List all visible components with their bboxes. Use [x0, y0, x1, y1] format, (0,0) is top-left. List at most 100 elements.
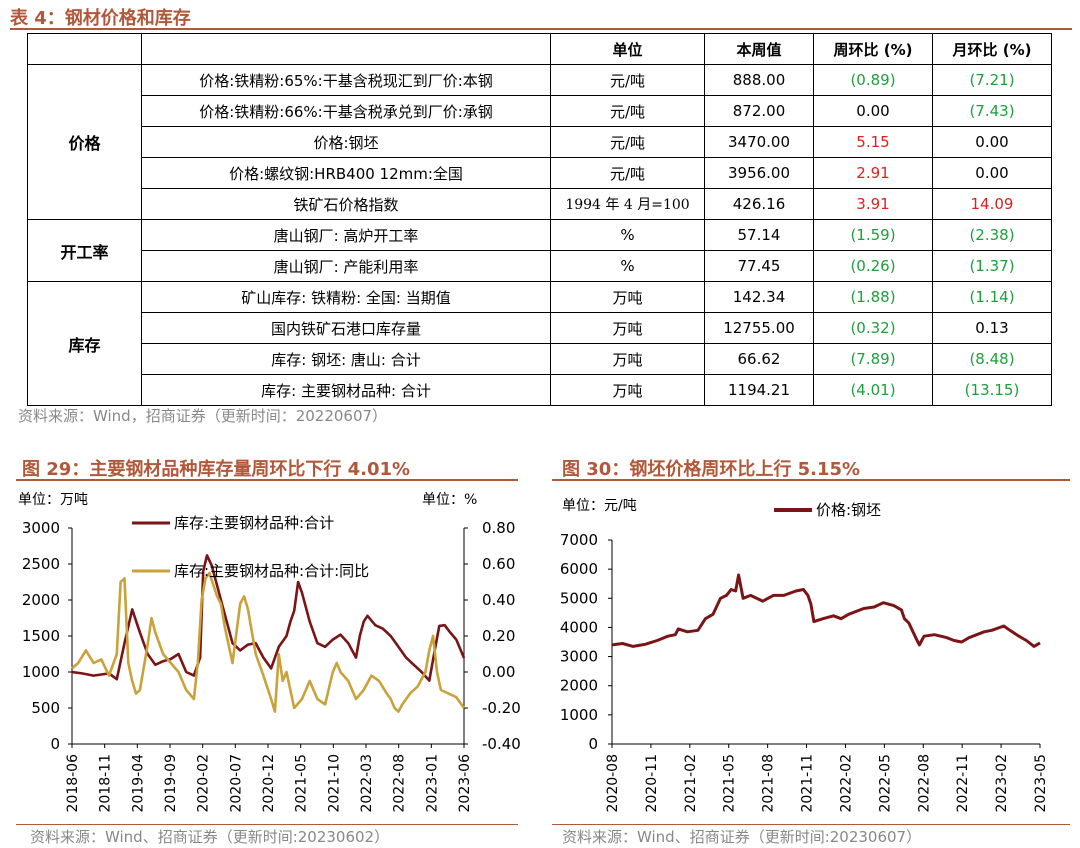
table-mom-cell: 0.00 [932, 157, 1052, 189]
chart29-x-tick-label: 2021-05 [294, 754, 310, 813]
table-value-cell: 66.62 [704, 343, 814, 375]
chart29-legend-label: 库存:主要钢材品种:合计 [174, 514, 334, 532]
chart29-y2-tick-label: 0.40 [482, 591, 515, 609]
table-row: 库存: 主要钢材品种: 合计 万吨 1194.21 (4.01) (13.15) [28, 374, 1052, 406]
table-wow-cell: 5.15 [813, 126, 933, 158]
chart30-x-tick-label: 2021-02 [683, 754, 699, 813]
table-group-label: 库存 [27, 281, 142, 406]
chart30-billet-price-line-chart: 单位：元/吨 0 1000 2000 3000 4000 5000 6000 7000 2020-… [560, 498, 1049, 813]
steel-price-inventory-table: 单位 本周值 周环比 (%) 月环比 (%) 价格 价格:铁精粉:65%:干基含税现汇到厂… [27, 33, 1052, 406]
chart29-x-tick-label: 2023-01 [424, 754, 440, 813]
chart30-y-tick-label: 0 [588, 735, 598, 753]
table-value-cell: 3956.00 [704, 157, 814, 189]
table-wow-cell: 2.91 [813, 157, 933, 189]
chart29-y2-tick-label: 0.60 [482, 555, 515, 573]
table-item-cell: 矿山库存: 铁精粉: 全国: 当期值 [141, 281, 551, 313]
table-header-row: 单位 本周值 周环比 (%) 月环比 (%) [27, 33, 1052, 65]
table-item-cell: 铁矿石价格指数 [141, 188, 551, 220]
table-unit-cell: 万吨 [550, 281, 705, 313]
chart29-y-tick-label: 1000 [22, 663, 60, 681]
chart29-y-tick-label: 500 [31, 699, 60, 717]
table-wow-cell: (0.26) [813, 250, 933, 282]
chart29-x-tick-label: 2019-09 [163, 754, 179, 813]
table-header-cell: 单位 [550, 33, 705, 65]
table-title: 表 4：钢材价格和库存 [10, 8, 191, 29]
chart29-inventory-line-chart: 单位：万吨 单位：% 0 500 1000 1500 2000 2500 3000 -0.40 -0… [18, 492, 521, 813]
chart30-left-unit: 单位：元/吨 [562, 498, 637, 514]
table-row: 库存 矿山库存: 铁精粉: 全国: 当期值 万吨 142.34 (1.88) (1.14) [27, 281, 1052, 406]
table-mom-cell: (13.15) [932, 374, 1052, 406]
chart29-y2-tick-label: 0.00 [482, 663, 515, 681]
table-header-cell: 本周值 [704, 33, 814, 65]
table-value-cell: 1194.21 [704, 374, 814, 406]
table-row: 唐山钢厂: 产能利用率% 77.45 (0.26) (1.37) [28, 250, 1052, 282]
chart29-x-tick-label: 2023-06 [457, 754, 473, 813]
chart30-x-tick-label: 2022-05 [877, 754, 893, 813]
table-group-label: 价格 [27, 64, 142, 220]
table-unit-cell: 元/吨 [550, 126, 705, 158]
chart29-right-unit: 单位：% [422, 492, 477, 508]
table-unit-cell: 元/吨 [550, 64, 705, 96]
chart30-y-tick-label: 6000 [560, 560, 598, 578]
table-wow-cell: (0.89) [813, 64, 933, 96]
table-header-cell: 周环比 (%) [813, 33, 933, 65]
chart30-x-tick-label: 2022-08 [916, 754, 932, 813]
table-row: 国内铁矿石港口库存量 万吨 12755.00 (0.32) 0.13 [28, 312, 1052, 344]
chart30-x-tick-label: 2020-11 [644, 754, 660, 813]
table-row: 铁矿石价格指数 1994 年 4 月=100 426.16 3.91 14.09 [28, 188, 1052, 220]
chart30-x-tick-label: 2023-02 [994, 754, 1010, 813]
table-value-cell: 888.00 [704, 64, 814, 96]
table-item-cell: 库存: 主要钢材品种: 合计 [141, 374, 551, 406]
table-item-cell: 价格:铁精粉:65%:干基含税现汇到厂价:本钢 [141, 64, 551, 96]
chart30-y-tick-label: 7000 [560, 531, 598, 549]
table-row: 开工率 唐山钢厂: 高炉开工率% 57.14 (1.59) (2.38) [27, 219, 1052, 282]
table-item-cell: 库存: 钢坯: 唐山: 合计 [141, 343, 551, 375]
table-unit-cell: % [550, 219, 705, 251]
chart29-source: 资料来源：Wind、招商证券（更新时间:20230602） [30, 828, 390, 846]
chart29-x-tick-label: 2022-08 [392, 754, 408, 813]
chart29-y2-tick-label: -0.40 [482, 735, 521, 753]
chart29-title-rule [16, 479, 518, 481]
table-mom-cell: (1.37) [932, 250, 1052, 282]
table-value-cell: 77.45 [704, 250, 814, 282]
table-wow-cell: (1.88) [813, 281, 933, 313]
table-unit-cell: % [550, 250, 705, 282]
table-source: 资料来源：Wind，招商证券（更新时间：20220607） [18, 407, 388, 425]
table-row: 价格:螺纹钢:HRB400 12mm:全国 元/吨 3956.00 2.91 0.00 [28, 157, 1052, 189]
chart30-x-tick-label: 2022-11 [955, 754, 971, 813]
table-group-label: 开工率 [27, 219, 142, 282]
chart29-y-tick-label: 3000 [22, 519, 60, 537]
table-row: 库存: 钢坯: 唐山: 合计 万吨 66.62 (7.89) (8.48) [28, 343, 1052, 375]
table-row: 价格:铁精粉:66%:干基含税承兑到厂价:承钢 元/吨 872.00 0.00 (7.4… [28, 95, 1052, 127]
chart30-x-tick-label: 2021-08 [761, 754, 777, 813]
table-unit-cell: 元/吨 [550, 95, 705, 127]
table-value-cell: 12755.00 [704, 312, 814, 344]
chart29-y-tick-label: 1500 [22, 627, 60, 645]
chart30-source: 资料来源：Wind、招商证券（更新时间:20230607） [562, 828, 922, 846]
table-unit-cell: 万吨 [550, 343, 705, 375]
chart29-y-tick-label: 2000 [22, 591, 60, 609]
table-mom-cell: 14.09 [932, 188, 1052, 220]
table-wow-cell: (0.32) [813, 312, 933, 344]
table-mom-cell: (7.21) [932, 64, 1052, 96]
chart30-bottom-rule [552, 824, 1070, 825]
table-wow-cell: (1.59) [813, 219, 933, 251]
chart30-legend-label: 价格:钢坯 [816, 501, 881, 519]
chart30-x-tick-label: 2022-02 [838, 754, 854, 813]
table-item-cell: 国内铁矿石港口库存量 [141, 312, 551, 344]
chart30-y-tick-label: 3000 [560, 648, 598, 666]
table-mom-cell: 0.00 [932, 126, 1052, 158]
chart30-title: 图 30：钢坯价格周环比上行 5.15% [562, 459, 861, 480]
table-item-cell: 价格:螺纹钢:HRB400 12mm:全国 [141, 157, 551, 189]
table-item-cell: 唐山钢厂: 高炉开工率 [141, 219, 551, 251]
chart29-bottom-rule [16, 824, 518, 825]
table-unit-cell: 元/吨 [550, 157, 705, 189]
chart29-y2-tick-label: -0.20 [482, 699, 521, 717]
chart30-y-tick-label: 4000 [560, 618, 598, 636]
chart29-left-unit: 单位：万吨 [18, 492, 88, 508]
chart30-x-tick-label: 2020-08 [605, 754, 621, 813]
chart29-x-tick-label: 2020-07 [228, 754, 244, 813]
chart30-y-tick-label: 5000 [560, 589, 598, 607]
table-mom-cell: (8.48) [932, 343, 1052, 375]
table-mom-cell: (1.14) [932, 281, 1052, 313]
